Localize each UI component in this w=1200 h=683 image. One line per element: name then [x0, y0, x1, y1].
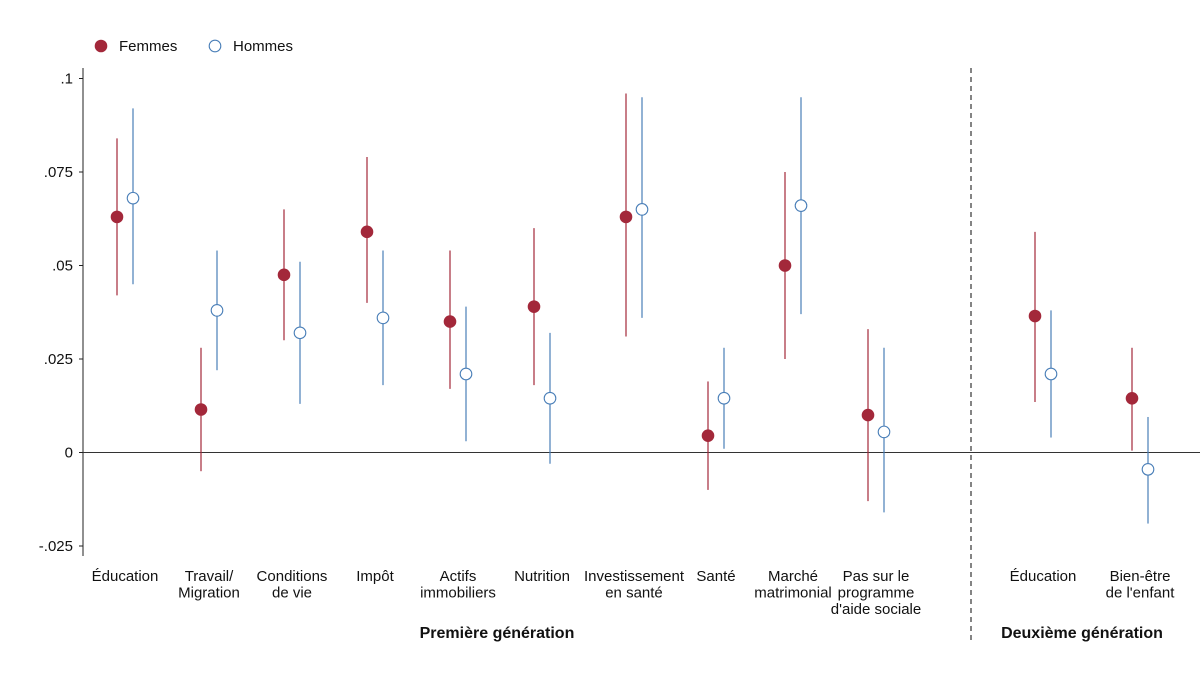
hommes-point — [877, 425, 891, 439]
femmes-point — [701, 429, 715, 442]
legend-hommes-marker — [208, 39, 222, 53]
category-label: Investissement en santé — [584, 568, 685, 602]
category-label: Nutrition — [514, 568, 570, 585]
category-label-line: immobiliers — [420, 585, 496, 602]
femmes-point — [1028, 309, 1042, 323]
category-label-line: d'aide sociale — [831, 601, 921, 618]
y-tick-label: -.025 — [39, 538, 73, 555]
hommes-point — [543, 391, 557, 405]
category-label-line: Conditions — [257, 568, 328, 585]
hommes-point — [1044, 367, 1058, 381]
femmes-point — [443, 315, 457, 328]
femmes-point — [360, 225, 374, 239]
category-label: Éducation — [92, 568, 159, 585]
hommes-point — [459, 367, 473, 381]
category-label-line: Marché — [768, 568, 818, 585]
category-label-line: Investissement — [584, 568, 685, 585]
category-label-line: Santé — [696, 568, 735, 585]
category-label-line: Migration — [178, 585, 240, 602]
femmes-point — [1125, 391, 1139, 405]
category-label-line: matrimonial — [754, 585, 832, 602]
y-tick-label: .05 — [52, 258, 73, 275]
hommes-point — [794, 199, 808, 213]
category-label-line: de vie — [272, 585, 312, 602]
group-label: Deuxième génération — [1001, 625, 1163, 642]
femmes-point — [194, 403, 208, 416]
hommes-point — [210, 304, 224, 317]
category-label: Travail/Migration — [178, 568, 240, 602]
category-label-line: Travail/ — [185, 568, 234, 585]
category-label: Pas sur le programme d'aide sociale — [831, 568, 921, 618]
category-label: Actifs immobiliers — [420, 568, 496, 602]
hommes-point — [635, 203, 649, 216]
category-label-line: Actifs — [440, 568, 477, 585]
y-tick-label: .1 — [60, 71, 73, 88]
y-tick-label: 0 — [65, 445, 73, 462]
hommes-point — [293, 326, 307, 340]
femmes-point — [619, 210, 633, 224]
category-label-line: Pas sur le — [843, 568, 910, 585]
femmes-point — [277, 268, 291, 282]
category-label: Santé — [696, 568, 735, 585]
femmes-point — [110, 210, 124, 224]
y-tick-label: .075 — [44, 164, 73, 181]
y-tick-label: .025 — [44, 351, 73, 368]
hommes-point — [376, 311, 390, 325]
legend-hommes-label: Hommes — [233, 38, 293, 55]
category-label-line: de l'enfant — [1106, 585, 1176, 602]
hommes-point — [717, 391, 731, 405]
category-label: Conditions de vie — [257, 568, 328, 602]
category-label-line: programme — [838, 585, 915, 602]
femmes-point — [527, 300, 541, 313]
category-label: Bien-être de l'enfant — [1106, 568, 1176, 602]
hommes-point — [126, 191, 140, 205]
category-label-line: Éducation — [92, 568, 159, 585]
legend-femmes-label: Femmes — [119, 38, 177, 55]
category-label: Impôt — [356, 568, 394, 585]
category-label: Marché matrimonial — [754, 568, 832, 602]
group-label: Première génération — [420, 625, 575, 642]
hommes-point — [1141, 462, 1155, 476]
legend-femmes-marker — [94, 39, 108, 53]
category-label-line: Nutrition — [514, 568, 570, 585]
femmes-point — [778, 259, 792, 272]
category-label-line: Éducation — [1010, 568, 1077, 585]
category-label-line: Impôt — [356, 568, 394, 585]
category-label-line: en santé — [605, 585, 663, 602]
category-label: Éducation — [1010, 568, 1077, 585]
femmes-point — [861, 408, 875, 422]
category-label-line: Bien-être — [1110, 568, 1171, 585]
